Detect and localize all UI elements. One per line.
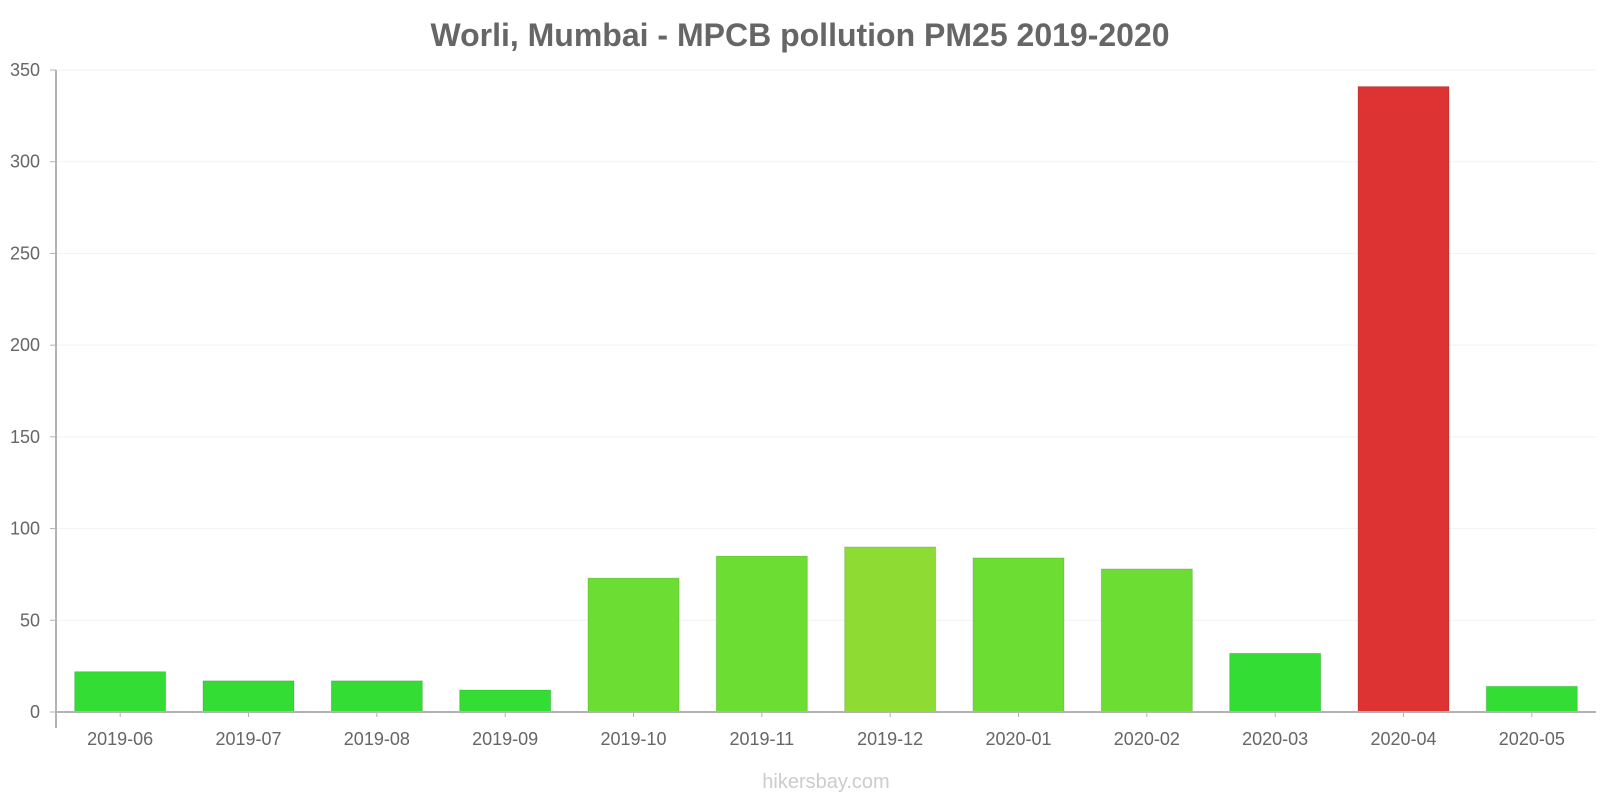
x-tick-label: 2020-04: [1370, 729, 1436, 749]
bar-2020-05: [1485, 685, 1578, 713]
x-tick-label: 2019-09: [472, 729, 538, 749]
x-tick-label: 2019-06: [87, 729, 153, 749]
y-tick-label: 300: [10, 152, 40, 172]
y-tick-label: 350: [10, 60, 40, 80]
bar-2020-02: [1100, 568, 1193, 713]
bar-2019-10: [587, 577, 680, 713]
bar-2020-03: [1229, 652, 1322, 713]
y-tick-label: 200: [10, 335, 40, 355]
bar-2019-12: [844, 546, 937, 713]
bar-2019-11: [715, 555, 808, 713]
y-tick-label: 250: [10, 243, 40, 263]
watermark: hikersbay.com: [762, 771, 889, 793]
gridlines: [56, 69, 1596, 621]
x-tick-label: 2019-11: [729, 729, 794, 749]
bars: [74, 86, 1578, 713]
bar-2020-01: [972, 557, 1065, 713]
y-tick-label: 100: [10, 519, 40, 539]
bar-2020-04: [1357, 86, 1450, 713]
x-tick-label: 2019-10: [600, 729, 666, 749]
x-axis-ticks: 2019-06 2019-07 2019-08 2019-09 2019-10 2019-…: [87, 712, 1565, 749]
bar-2019-06: [74, 671, 167, 713]
bar-2019-08: [330, 680, 423, 713]
x-tick-label: 2020-03: [1242, 729, 1308, 749]
bar-2019-09: [459, 689, 552, 713]
x-tick-label: 2020-01: [985, 729, 1051, 749]
x-tick-label: 2019-08: [344, 729, 410, 749]
x-tick-label: 2019-12: [857, 729, 923, 749]
x-tick-label: 2019-07: [215, 729, 281, 749]
y-axis-ticks: 0 50 100 150 200 250 300 350: [10, 60, 56, 722]
x-tick-label: 2020-02: [1114, 729, 1180, 749]
bar-2019-07: [202, 680, 295, 713]
y-tick-label: 0: [30, 702, 40, 722]
y-tick-label: 50: [20, 610, 40, 630]
y-tick-label: 150: [10, 427, 40, 447]
chart-title: Worli, Mumbai - MPCB pollution PM25 2019…: [430, 17, 1169, 53]
x-tick-label: 2020-05: [1499, 729, 1565, 749]
